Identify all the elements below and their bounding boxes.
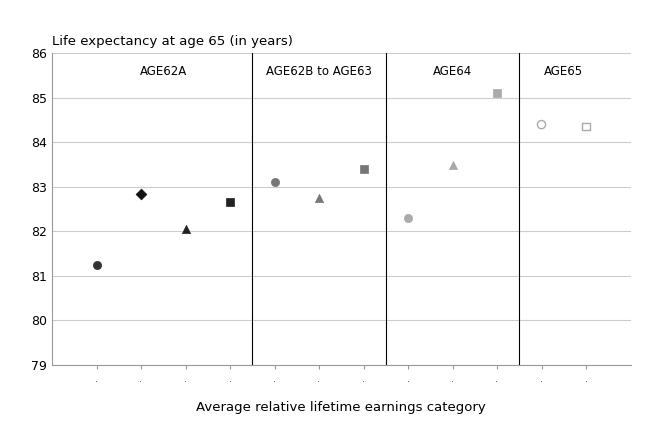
Point	[314, 194, 324, 202]
Text: AGE65: AGE65	[544, 65, 583, 77]
Point	[358, 166, 369, 173]
Text: Life expectancy at age 65 (in years): Life expectancy at age 65 (in years)	[52, 35, 293, 48]
Point	[180, 226, 190, 233]
Point	[492, 90, 502, 97]
Point	[536, 121, 547, 128]
Point	[225, 199, 235, 206]
Point	[447, 161, 458, 168]
Text: AGE62A: AGE62A	[140, 65, 187, 77]
Text: AGE62B to AGE63: AGE62B to AGE63	[266, 65, 372, 77]
Text: AGE64: AGE64	[433, 65, 472, 77]
Point	[403, 214, 413, 222]
Point	[581, 123, 592, 130]
Point	[91, 261, 101, 268]
Point	[269, 179, 280, 186]
X-axis label: Average relative lifetime earnings category: Average relative lifetime earnings categ…	[196, 400, 486, 413]
Point	[136, 190, 146, 197]
